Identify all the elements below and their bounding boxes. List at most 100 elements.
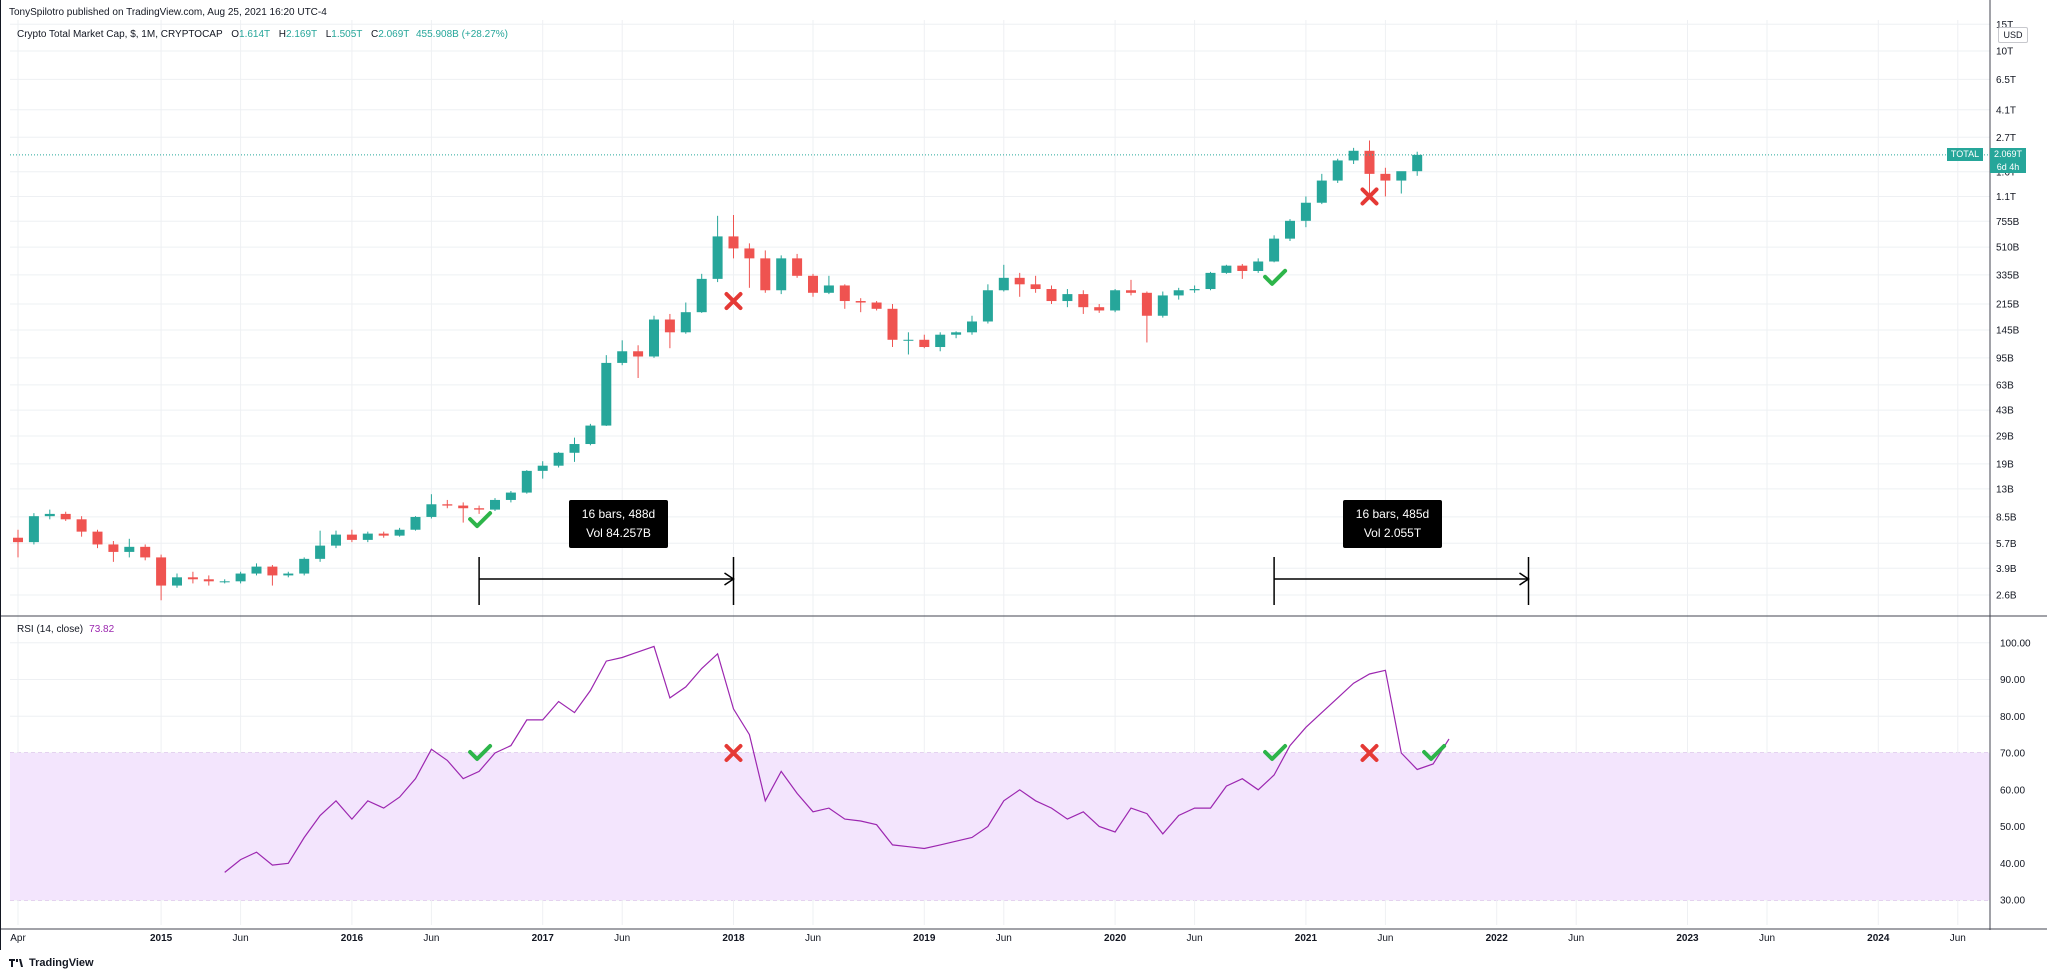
rsi-tick-label: 40.00 xyxy=(2000,859,2025,870)
candle-body xyxy=(1364,150,1375,174)
candle-body xyxy=(823,285,834,293)
candle-body xyxy=(1110,290,1121,311)
last-price-tag-label: TOTAL xyxy=(1947,148,1983,161)
close-label: C xyxy=(371,29,379,40)
rsi-tick-label: 70.00 xyxy=(2000,749,2025,760)
candle-body xyxy=(140,546,151,558)
check-icon xyxy=(1263,744,1288,761)
rsi-tick-label: 80.00 xyxy=(2000,712,2025,723)
candle-body xyxy=(712,236,723,279)
price-tick-label: 19B xyxy=(1996,459,2014,470)
candle-body xyxy=(585,425,596,445)
rsi-polyline xyxy=(224,645,1450,873)
measure-arrow-2 xyxy=(1273,557,1530,605)
candle-body xyxy=(553,452,564,466)
candle-body xyxy=(1157,295,1168,316)
candle-body xyxy=(744,248,755,259)
high-label: H xyxy=(278,29,286,40)
rsi-tick-label: 60.00 xyxy=(2000,785,2025,796)
measure-arrowhead xyxy=(1519,572,1530,586)
check-icon xyxy=(468,744,493,761)
cross-icon xyxy=(1360,187,1379,206)
candle-body xyxy=(664,319,675,333)
price-tick-label: 3.9B xyxy=(1996,564,2017,575)
candle-body xyxy=(394,529,405,536)
candle-body xyxy=(1126,290,1136,293)
price-tick-label: 4.1T xyxy=(1996,105,2016,116)
candle-body xyxy=(967,321,977,333)
low-label: L xyxy=(325,29,332,40)
check-icon xyxy=(1422,744,1447,761)
price-tick-label: 63B xyxy=(1996,380,2014,391)
candle-body xyxy=(60,513,71,520)
candle-body xyxy=(362,533,373,540)
measure-box-1: 16 bars, 488d Vol 84.257B xyxy=(569,500,668,548)
low-value: 1.505T xyxy=(331,29,363,40)
candle-body xyxy=(378,533,389,536)
candle-body xyxy=(299,558,310,574)
price-tick-label: 755B xyxy=(1996,217,2020,228)
candle-body xyxy=(855,301,866,303)
close-value: 2.069T xyxy=(378,29,410,40)
price-tick-label: 8.5B xyxy=(1996,512,2017,523)
candle-body xyxy=(617,351,628,363)
time-tick-label: 2022 xyxy=(1486,933,1509,944)
measure-box-1-volume: Vol 84.257B xyxy=(586,526,651,540)
rsi-line xyxy=(224,645,1450,873)
time-tick-label: 2021 xyxy=(1295,933,1318,944)
footer-brand[interactable]: TradingView xyxy=(9,957,94,969)
candle-body xyxy=(235,573,246,582)
cross-icon xyxy=(1360,744,1379,762)
candle-body xyxy=(13,537,23,543)
rsi-value: 73.82 xyxy=(89,624,115,635)
candle-body xyxy=(951,332,962,335)
candle-body xyxy=(1046,289,1057,302)
candle-body xyxy=(172,577,182,586)
open-label: O xyxy=(231,29,240,40)
candle-body xyxy=(1300,202,1311,221)
candle-body xyxy=(903,339,914,341)
candle-body xyxy=(982,290,993,322)
rsi-legend: RSI (14, close) 73.82 xyxy=(17,624,114,635)
footer-brand-label: TradingView xyxy=(29,957,94,969)
candle-body xyxy=(410,516,421,530)
time-tick-label: Jun xyxy=(1377,933,1393,944)
measure-box-1-bars: 16 bars, 488d xyxy=(581,507,656,521)
rsi-label: RSI (14, close) xyxy=(17,624,84,635)
candle-body xyxy=(331,534,341,546)
symbol-name: Crypto Total Market Cap, $, 1M, CRYPTOCA… xyxy=(17,29,223,40)
time-tick-label: Jun xyxy=(996,933,1012,944)
candle-body xyxy=(315,545,326,559)
candle-body xyxy=(1396,171,1407,181)
price-tick-label: 29B xyxy=(1996,432,2014,443)
candle-body xyxy=(44,513,55,517)
last-price-tag-value: 2.069T xyxy=(1990,148,2026,161)
candle-body xyxy=(649,319,659,357)
measure-box-2-volume: Vol 2.055T xyxy=(1363,526,1422,540)
currency-badge[interactable]: USD xyxy=(1998,27,2028,43)
candle-body xyxy=(537,465,548,471)
time-tick-label: Jun xyxy=(805,933,821,944)
time-tick-label: Jun xyxy=(1759,933,1775,944)
price-tick-label: 43B xyxy=(1996,406,2014,417)
candle-body xyxy=(251,566,262,574)
price-tick-label: 6.5T xyxy=(1996,75,2016,86)
candle-body xyxy=(839,285,850,302)
candle-body xyxy=(776,258,787,291)
candle-body xyxy=(283,573,294,576)
annotations xyxy=(468,187,1447,762)
candle-body xyxy=(1078,294,1089,308)
open-value: 1.614T xyxy=(239,29,270,40)
candle-body xyxy=(108,544,119,552)
candle-body xyxy=(601,362,612,426)
rsi-tick-label: 90.00 xyxy=(2000,675,2025,686)
candle-body xyxy=(1285,220,1295,239)
time-tick-label: Jun xyxy=(1187,933,1203,944)
change-value: 455.908B (+28.27%) xyxy=(415,29,508,40)
candle-body xyxy=(808,275,818,293)
candle-body xyxy=(1237,265,1248,271)
candle-body xyxy=(28,516,39,543)
candle-body xyxy=(1014,277,1025,285)
time-tick-label: 2024 xyxy=(1867,933,1890,944)
